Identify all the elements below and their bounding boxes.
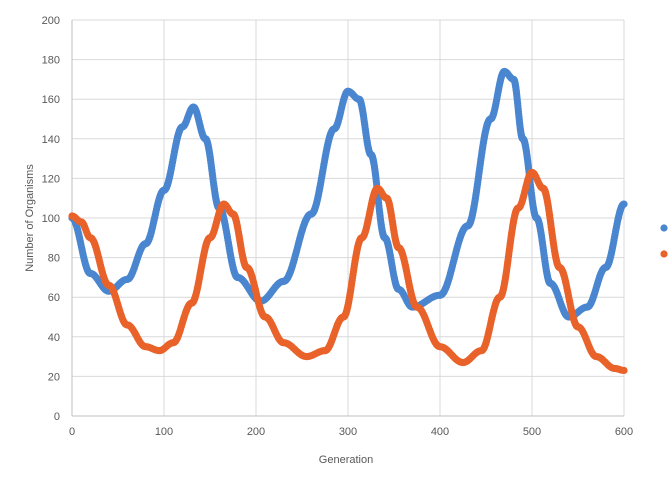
y-tick-label: 160 <box>42 94 60 106</box>
data-point <box>620 200 628 208</box>
y-tick-label: 20 <box>48 371 60 383</box>
x-axis-title: Generation <box>319 454 373 466</box>
y-tick-label: 100 <box>42 213 60 225</box>
y-tick-label: 140 <box>42 134 60 146</box>
legend-marker <box>660 224 668 232</box>
series-1 <box>68 67 628 321</box>
axes: 0 20 40 60 80 100 120 140 160 180 200 0 100 200 300 400… <box>42 15 634 438</box>
x-tick-label: 100 <box>155 426 173 438</box>
series-layer <box>68 67 628 375</box>
y-tick-label: 0 <box>54 411 60 423</box>
x-tick-label: 400 <box>431 426 449 438</box>
y-tick-label: 120 <box>42 173 60 185</box>
y-axis-title: Number of Organisms <box>24 164 36 272</box>
data-point <box>620 366 628 375</box>
x-tick-label: 0 <box>69 426 75 438</box>
y-tick-label: 200 <box>42 15 60 27</box>
y-tick-label: 180 <box>42 55 60 67</box>
legend <box>660 224 668 258</box>
y-tick-label: 80 <box>48 253 60 265</box>
series-2 <box>68 168 628 375</box>
x-tick-label: 600 <box>615 426 633 438</box>
x-tick-label: 300 <box>339 426 357 438</box>
y-tick-label: 60 <box>48 292 60 304</box>
x-tick-label: 500 <box>523 426 541 438</box>
x-tick-label: 200 <box>247 426 265 438</box>
legend-marker <box>660 250 668 258</box>
y-tick-label: 40 <box>48 332 60 344</box>
